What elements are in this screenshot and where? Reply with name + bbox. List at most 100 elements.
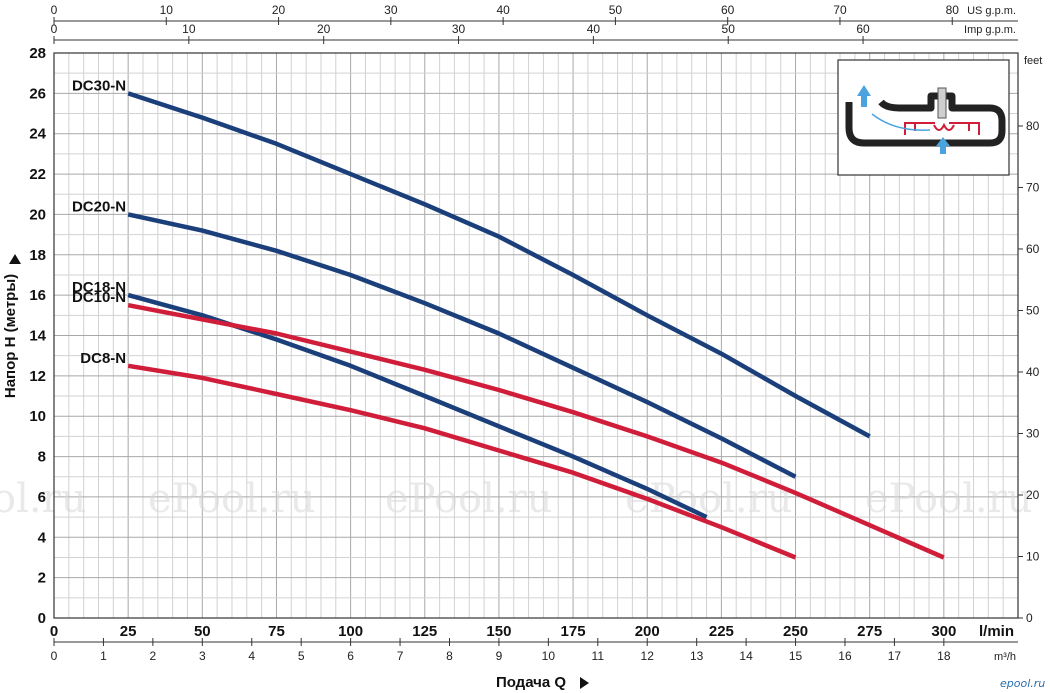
y-tick-label: 8 <box>38 449 46 466</box>
watermarks: ol.ru ePool.ru ePool.ru ePool.ru ePool.r… <box>0 476 1033 522</box>
x-tick-label: 25 <box>120 623 137 640</box>
m3h-tick-label: 17 <box>888 649 902 663</box>
series-label-dc18-n: DC18-N <box>72 279 126 296</box>
y-tick-label: 24 <box>29 126 46 143</box>
site-logo: epool.ru <box>1000 677 1045 690</box>
y-tick-label: 10 <box>29 408 46 425</box>
x-tick-label: 125 <box>412 623 437 640</box>
y-tick-label: 26 <box>29 85 46 102</box>
imp-gpm-tick-label: 60 <box>856 22 870 36</box>
y-tick-label: 28 <box>29 45 46 62</box>
m3h-tick-label: 1 <box>100 649 107 663</box>
series-line-dc10-n <box>127 302 945 560</box>
series-label-dc30-n: DC30-N <box>72 77 126 94</box>
us-gpm-tick-label: 60 <box>721 3 735 17</box>
y-tick-label: 18 <box>29 247 46 264</box>
plot-frame <box>53 52 1019 619</box>
feet-tick-label: 40 <box>1026 365 1040 379</box>
watermark-4: ePool.ru <box>865 476 1033 522</box>
y-tick-label: 16 <box>29 287 46 304</box>
m3h-tick-label: 6 <box>347 649 354 663</box>
feet-tick-label: 10 <box>1026 549 1040 563</box>
x-tick-label: 75 <box>268 623 285 640</box>
y-tick-label: 0 <box>38 610 46 627</box>
feet-tick-label: 0 <box>1026 611 1033 625</box>
x-tick-label: 275 <box>857 623 882 640</box>
imp-gpm-tick-label: 20 <box>317 22 331 36</box>
y-tick-label: 2 <box>38 570 46 587</box>
us-gpm-tick-label: 0 <box>51 3 58 17</box>
us-gpm-unit-label: US g.p.m. <box>967 5 1016 17</box>
feet-tick-label: 60 <box>1026 242 1040 256</box>
m3h-tick-label: 11 <box>592 649 605 663</box>
m3h-tick-label: 9 <box>496 649 503 663</box>
us-gpm-tick-label: 70 <box>833 3 847 17</box>
m3h-tick-label: 3 <box>199 649 206 663</box>
m3h-tick-label: 8 <box>446 649 453 663</box>
m3h-tick-label: 2 <box>150 649 157 663</box>
m3h-tick-label: 5 <box>298 649 305 663</box>
watermark-partial: ol.ru <box>0 476 86 522</box>
feet-tick-label: 30 <box>1026 426 1040 440</box>
series-label-dc10-n: DC10-N <box>72 289 126 306</box>
y-axis-title: Напор H (метры) <box>2 274 19 398</box>
imp-gpm-tick-label: 30 <box>452 22 466 36</box>
m3h-tick-label: 0 <box>51 649 58 663</box>
imp-gpm-tick-label: 40 <box>587 22 601 36</box>
x-tick-label: 175 <box>561 623 586 640</box>
series-label-dc8-n: DC8-N <box>80 350 126 367</box>
imp-gpm-unit-label: Imp g.p.m. <box>964 24 1016 36</box>
m3h-tick-label: 7 <box>397 649 404 663</box>
y-tick-label: 22 <box>29 166 46 183</box>
feet-tick-label: 50 <box>1026 303 1040 317</box>
series-line-dc20-n <box>127 212 797 479</box>
watermark-2: ePool.ru <box>385 476 553 522</box>
x-tick-label: 0 <box>50 623 58 640</box>
watermark-1: ePool.ru <box>148 476 316 522</box>
x-tick-label: 250 <box>783 623 808 640</box>
imp-gpm-tick-label: 10 <box>182 22 196 36</box>
m3h-tick-label: 12 <box>641 649 655 663</box>
m3h-tick-label: 14 <box>739 649 753 663</box>
series-label-dc20-n: DC20-N <box>72 198 126 215</box>
x-tick-label: 100 <box>338 623 363 640</box>
y-tick-label: 14 <box>29 328 46 345</box>
x-tick-label: 300 <box>931 623 956 640</box>
us-gpm-tick-label: 10 <box>160 3 174 17</box>
x-tick-label: 150 <box>486 623 511 640</box>
m3h-tick-label: 18 <box>937 649 951 663</box>
m3h-tick-label: 15 <box>789 649 803 663</box>
m3h-tick-label: 13 <box>690 649 704 663</box>
feet-unit-label: feet <box>1024 55 1042 67</box>
imp-gpm-tick-label: 50 <box>722 22 736 36</box>
y-tick-label: 6 <box>38 489 46 506</box>
y-tick-label: 20 <box>29 206 46 223</box>
x-tick-label: 200 <box>635 623 660 640</box>
feet-tick-label: 80 <box>1026 119 1040 133</box>
us-gpm-tick-label: 50 <box>609 3 623 17</box>
us-gpm-tick-label: 40 <box>496 3 510 17</box>
y-axis-arrow-icon <box>9 254 21 264</box>
x-axis-title: Подача Q <box>496 674 566 691</box>
m3h-tick-label: 4 <box>248 649 255 663</box>
feet-tick-label: 70 <box>1026 180 1040 194</box>
m3h-tick-label: 10 <box>542 649 556 663</box>
us-gpm-tick-label: 20 <box>272 3 286 17</box>
series-line-dc8-n <box>127 363 797 560</box>
x-tick-label: 225 <box>709 623 734 640</box>
m3h-tick-label: 16 <box>838 649 852 663</box>
imp-gpm-tick-label: 0 <box>51 22 58 36</box>
y-tick-label: 4 <box>38 529 47 546</box>
x-tick-label: 50 <box>194 623 211 640</box>
m3h-unit-label: m³/h <box>994 651 1016 663</box>
series-lines <box>127 91 945 560</box>
pump-cross-section-icon <box>837 59 1010 176</box>
us-gpm-tick-label: 80 <box>946 3 960 17</box>
x-unit-label: l/min <box>979 623 1014 640</box>
y-tick-label: 12 <box>29 368 46 385</box>
us-gpm-tick-label: 30 <box>384 3 398 17</box>
x-axis-arrow-icon <box>580 677 589 689</box>
